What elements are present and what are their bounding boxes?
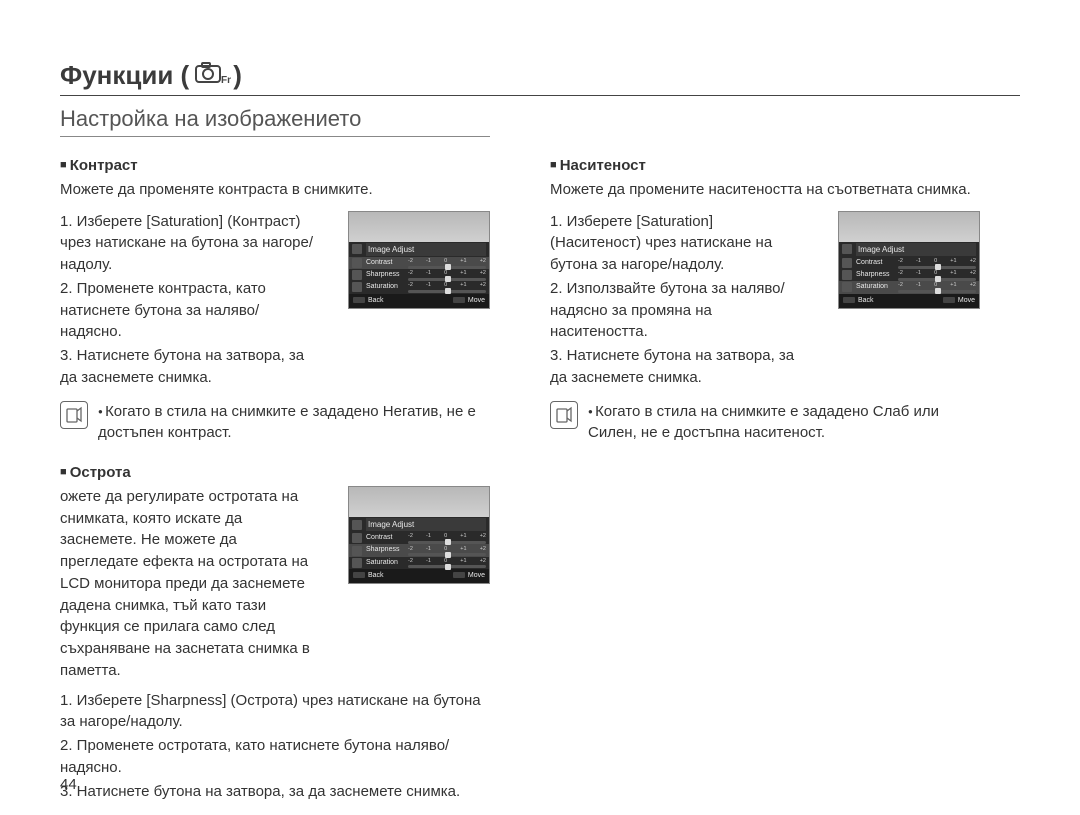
contrast-steps-block: 1. Изберете [Saturation] (Контраст) чрез… — [60, 211, 490, 391]
contrast-note: Когато в стила на снимките е зададено Не… — [60, 401, 490, 445]
note-icon — [60, 401, 88, 429]
contrast-step2: 2. Променете контраста, като натиснете б… — [60, 278, 315, 343]
contrast-step1: 1. Изберете [Saturation] (Контраст) чрез… — [60, 211, 315, 276]
saturation-step2: 2. Използвайте бутона за наляво/надясно … — [550, 278, 805, 343]
sharpness-desc: ожете да регулирате остротата на снимкат… — [60, 486, 315, 682]
right-column: Наситеност Можете да промените наситенос… — [550, 155, 980, 804]
section-title: Настройка на изображението — [60, 106, 490, 137]
sharpness-screenshot: Image Adjust Contrast -2-10+1+2 Sharpnes… — [348, 486, 490, 584]
camera-fn-icon: Fn — [195, 61, 231, 90]
page-number: 44 — [60, 776, 77, 793]
saturation-steps-block: 1. Изберете [Saturation] (Наситеност) чр… — [550, 211, 980, 391]
chapter-header: Функции ( Fn ) — [60, 60, 1020, 96]
content-columns: Контраст Можете да променяте контраста в… — [60, 155, 1020, 804]
sharpness-desc-block: ожете да регулирате остротата на снимкат… — [60, 486, 490, 682]
chapter-title-open: Функции ( — [60, 60, 189, 91]
saturation-heading: Наситеност — [550, 155, 980, 177]
note-icon — [550, 401, 578, 429]
contrast-heading: Контраст — [60, 155, 490, 177]
contrast-step3: 3. Натиснете бутона на затвора, за да за… — [60, 345, 315, 389]
manual-page: Функции ( Fn ) Настройка на изображениет… — [0, 0, 1080, 815]
sharpness-step2: 2. Променете остротата, като натиснете б… — [60, 735, 490, 779]
chapter-title-close: ) — [233, 60, 242, 91]
sharpness-step3: 3. Натиснете бутона на затвора, за да за… — [60, 781, 490, 803]
contrast-desc: Можете да променяте контраста в снимките… — [60, 179, 490, 201]
sharpness-step1: 1. Изберете [Sharpness] (Острота) чрез н… — [60, 690, 490, 734]
saturation-step1: 1. Изберете [Saturation] (Наситеност) чр… — [550, 211, 805, 276]
fn-sub-label: Fn — [221, 75, 231, 85]
saturation-desc: Можете да промените наситеността на съот… — [550, 179, 980, 201]
saturation-note-text: Когато в стила на снимките е зададено Сл… — [588, 401, 980, 445]
saturation-note: Когато в стила на снимките е зададено Сл… — [550, 401, 980, 445]
contrast-note-text: Когато в стила на снимките е зададено Не… — [98, 401, 490, 445]
saturation-step3: 3. Натиснете бутона на затвора, за да за… — [550, 345, 805, 389]
contrast-screenshot: Image Adjust Contrast -2-10+1+2 Sharpnes… — [348, 211, 490, 309]
left-column: Контраст Можете да променяте контраста в… — [60, 155, 490, 804]
saturation-screenshot: Image Adjust Contrast -2-10+1+2 Sharpnes… — [838, 211, 980, 309]
sharpness-heading: Острота — [60, 462, 490, 484]
